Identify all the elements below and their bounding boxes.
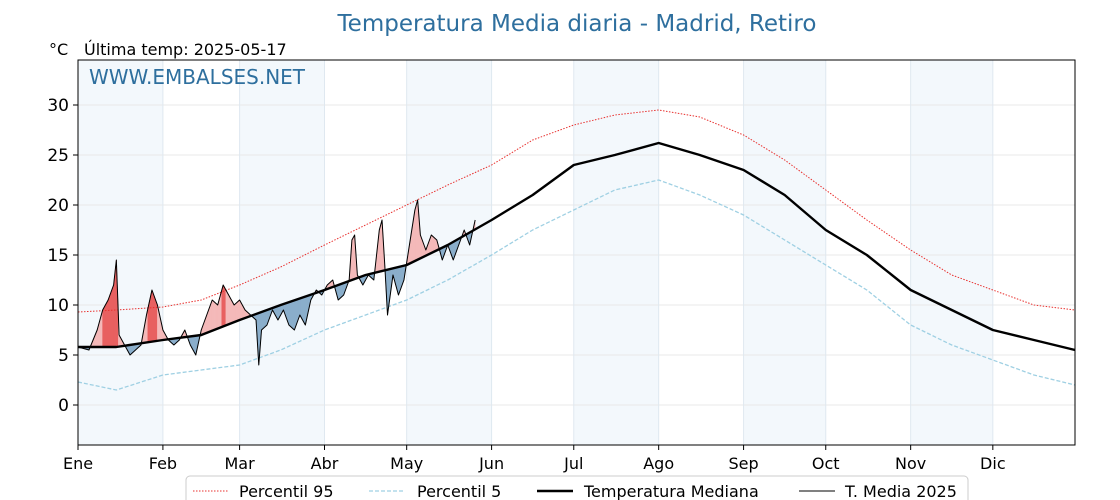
y-tick-label: 20 bbox=[47, 196, 69, 216]
x-tick-label: Sep bbox=[729, 454, 759, 473]
series-line-p5 bbox=[77, 179, 1076, 391]
x-tick-label: Mar bbox=[225, 454, 256, 473]
last-temp-label: Última temp: 2025-05-17 bbox=[84, 40, 287, 59]
y-tick-label: 25 bbox=[47, 146, 69, 166]
legend: Percentil 95 Percentil 5 Temperatura Media… bbox=[185, 475, 969, 500]
y-tick-label: 30 bbox=[47, 96, 69, 116]
y-tick-label: 15 bbox=[47, 246, 69, 266]
series-line-p95 bbox=[77, 109, 1076, 313]
y-tick-label: 0 bbox=[58, 396, 69, 416]
x-tick-label: Ago bbox=[643, 454, 674, 473]
month-band bbox=[573, 60, 659, 445]
legend-label-p5: Percentil 5 bbox=[417, 482, 501, 500]
x-tick-label: Feb bbox=[149, 454, 177, 473]
month-band bbox=[78, 60, 163, 445]
x-tick-label: Ene bbox=[63, 454, 93, 473]
x-tick-label: Oct bbox=[812, 454, 840, 473]
month-band bbox=[743, 60, 826, 445]
plot-frame bbox=[77, 59, 1076, 446]
legend-label-median: Temperatura Mediana bbox=[583, 482, 759, 500]
plot-area: WWW.EMBALSES.NET 0 5 10 15 20 25 30 Ene Feb Mar Abr… bbox=[47, 59, 1076, 473]
chart-title: Temperatura Media diaria - Madrid, Retir… bbox=[337, 11, 817, 37]
x-tick-label: Nov bbox=[895, 454, 926, 473]
x-tick-label: Dic bbox=[980, 454, 1006, 473]
y-tick-label: 5 bbox=[58, 346, 69, 366]
x-tick-label: Jul bbox=[563, 454, 583, 473]
legend-label-p95: Percentil 95 bbox=[239, 482, 334, 500]
legend-label-t2025: T. Media 2025 bbox=[844, 482, 957, 500]
y-tick-label: 10 bbox=[47, 296, 69, 316]
x-tick-label: Abr bbox=[311, 454, 339, 473]
series-line-median bbox=[78, 141, 1076, 352]
x-tick-label: Jun bbox=[478, 454, 504, 473]
legend-box bbox=[185, 475, 969, 500]
watermark: WWW.EMBALSES.NET bbox=[89, 65, 306, 89]
month-band bbox=[910, 60, 993, 445]
x-tick-label: May bbox=[390, 454, 423, 473]
unit-label: °C bbox=[49, 40, 68, 59]
series-line-2025 bbox=[77, 199, 476, 366]
month-band bbox=[239, 60, 325, 445]
